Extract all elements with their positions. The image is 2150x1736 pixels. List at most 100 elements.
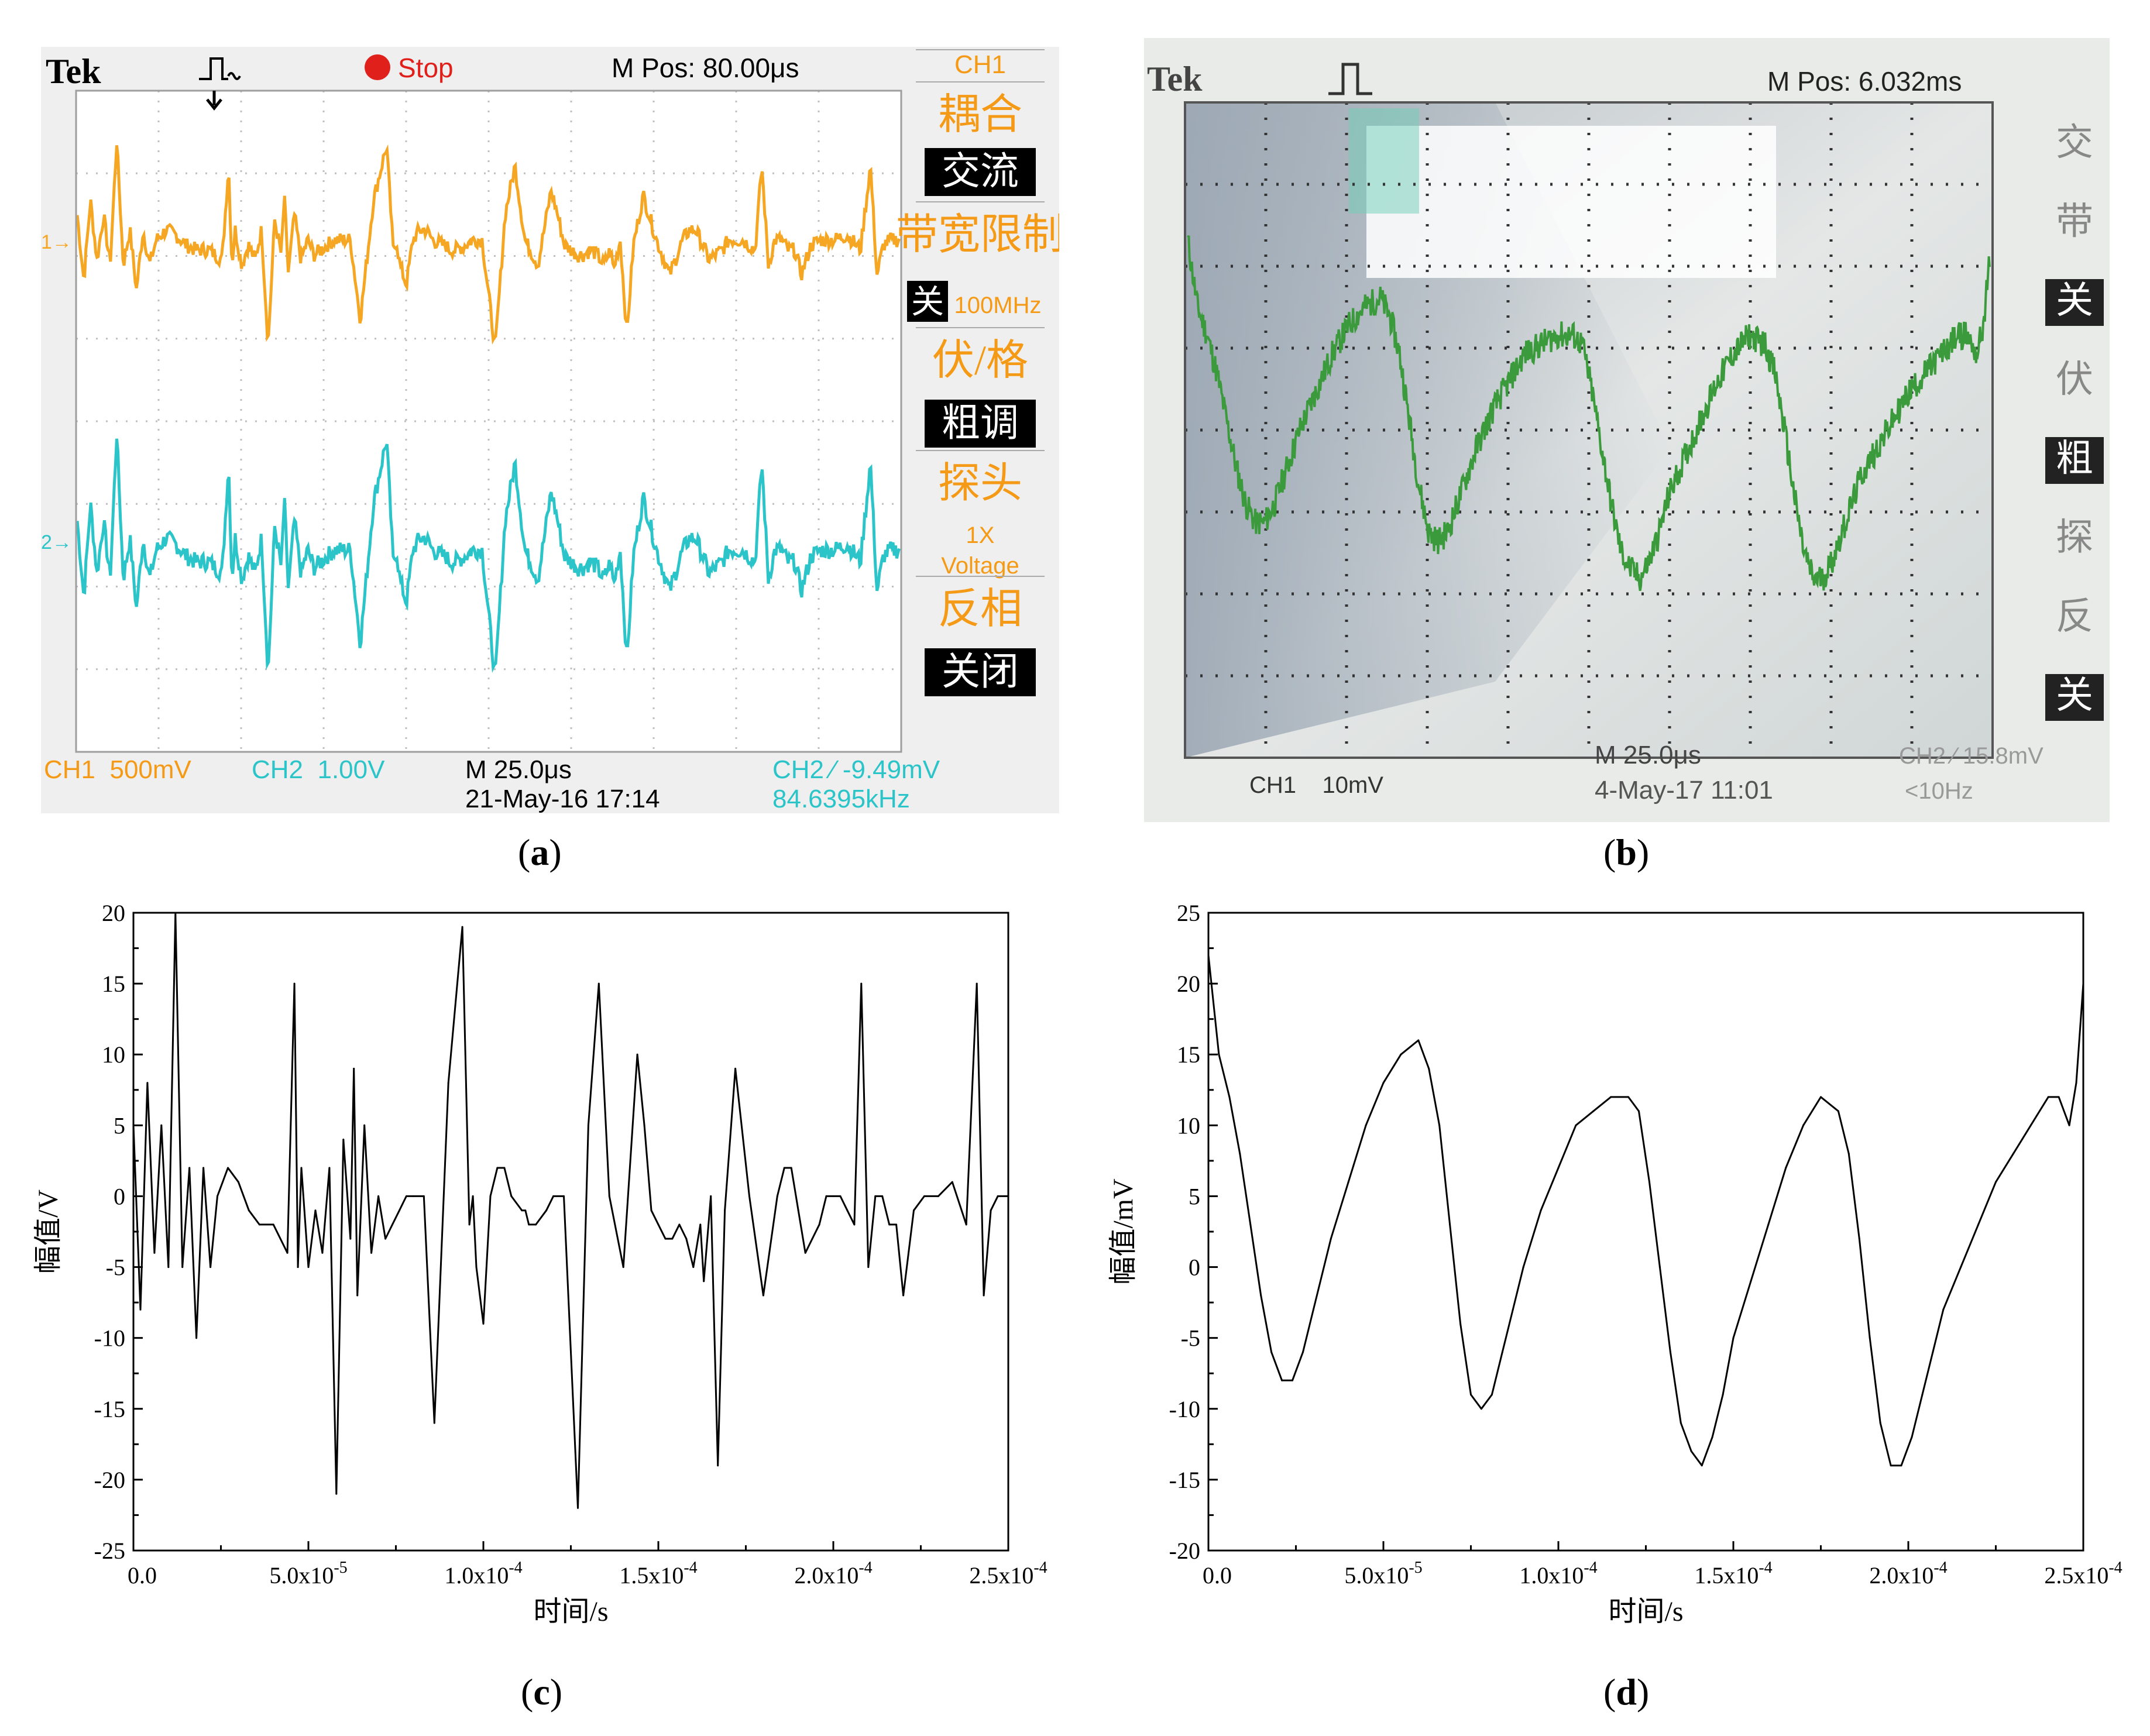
ch2-marker: 2→ [41, 531, 72, 554]
ch2-trace [75, 438, 901, 673]
data-point [703, 1280, 705, 1283]
x-tick-label: 0.0 [1203, 1562, 1232, 1589]
x-tick-mantissa: 2.0x10 [794, 1562, 858, 1589]
data-point [2058, 1096, 2060, 1098]
menu-highlight [925, 648, 1036, 696]
data-point [1921, 1394, 1924, 1396]
data-point [1858, 1237, 1860, 1240]
data-point [1690, 1450, 1692, 1452]
data-point [1512, 1308, 1514, 1311]
data-point [1522, 1266, 1524, 1269]
data-point [1557, 1167, 1560, 1169]
data-point [976, 982, 978, 985]
data-point [468, 1223, 470, 1226]
data-point [1292, 1379, 1293, 1381]
data-point [563, 1195, 565, 1197]
menu-item: 关 [2056, 675, 2093, 716]
data-point [1767, 1223, 1770, 1226]
x-tick-mantissa: 2.5x10 [969, 1562, 1033, 1589]
data-point [983, 1294, 985, 1297]
ch1-trace [75, 144, 901, 345]
data-point [1382, 1082, 1385, 1084]
data-point [937, 1195, 939, 1197]
data-point [1711, 1436, 1713, 1438]
data-point [692, 1266, 695, 1269]
data-point [1869, 1337, 1871, 1339]
footer-date: 21-May-16 17:14 [465, 785, 660, 813]
data-point [1680, 1422, 1682, 1424]
menu-item: CH1 [954, 50, 1006, 79]
menu-highlight [2045, 674, 2104, 721]
x-tick-mantissa: 1.5x10 [1694, 1562, 1759, 1589]
data-point [1480, 1408, 1482, 1410]
data-point [1722, 1394, 1724, 1396]
data-point [510, 1195, 513, 1197]
data-point [902, 1294, 905, 1297]
data-point [356, 1294, 359, 1297]
data-point [272, 1223, 274, 1226]
data-point [552, 1195, 555, 1197]
data-point [132, 1124, 135, 1126]
menu-item: Voltage [941, 553, 1019, 579]
chart-panel-d: 25 20 15 10 5 0 -5 -10 -15 -20 0.0 5.0x10-5 1.0x10-4… [1075, 889, 2150, 1673]
menu-item-value: 100MHz [954, 293, 1042, 318]
data-point [1785, 1167, 1787, 1169]
menu-item: 粗 [2056, 438, 2093, 479]
data-point [1802, 1124, 1805, 1126]
data-point [717, 1465, 719, 1467]
data-point [990, 1209, 992, 1212]
data-point [181, 1266, 184, 1269]
data-point [783, 1167, 785, 1169]
data-point [699, 1223, 702, 1226]
data-point [650, 1209, 652, 1212]
data-point [248, 1209, 250, 1212]
data-point [146, 1082, 149, 1084]
data-point [1610, 1096, 1612, 1098]
data-point [391, 1223, 393, 1226]
data-point [297, 1266, 299, 1269]
data-point [353, 1067, 355, 1070]
data-point [839, 1195, 842, 1197]
data-point [1347, 1181, 1349, 1183]
footer-time: M 25.0μs [465, 755, 572, 784]
menu-item: 交流 [942, 150, 1019, 193]
menu-item: 1X [966, 522, 995, 548]
menu-item: 探 [2056, 517, 2093, 558]
data-point [1837, 1110, 1839, 1112]
y-tick-label: 20 [102, 900, 125, 926]
data-point [1400, 1053, 1402, 1056]
data-point [881, 1195, 884, 1197]
data-point [1239, 1153, 1241, 1155]
data-point [853, 1223, 856, 1226]
data-point [1977, 1223, 1980, 1226]
data-point [1960, 1266, 1962, 1269]
footer-b-ch1: CH1 10mV [1249, 772, 1383, 798]
data-point [997, 1195, 999, 1197]
data-point [300, 1167, 303, 1169]
data-point [622, 1266, 624, 1269]
data-point [405, 1195, 407, 1197]
footer-b-time: M 25.0μs [1595, 741, 1701, 769]
data-point [227, 1167, 229, 1169]
data-point [412, 1195, 414, 1197]
footer-b-trigger: CH2 ∕ 15.8mV [1899, 743, 2043, 769]
data-point [664, 1237, 667, 1240]
data-point [678, 1223, 681, 1226]
y-axis-label: 幅值/mV [1108, 1178, 1139, 1285]
data-point [314, 1209, 317, 1212]
data-point [160, 1124, 163, 1126]
data-point [258, 1223, 260, 1226]
data-point [734, 1067, 737, 1070]
footer-b-date: 4-May-17 11:01 [1595, 776, 1773, 805]
series-line-0 [132, 912, 1008, 1509]
data-point [874, 1195, 877, 1197]
data-point [710, 1195, 712, 1197]
menu-item: 反相 [938, 586, 1022, 632]
data-point [860, 982, 863, 985]
data-point [482, 1322, 485, 1325]
data-point [1658, 1266, 1661, 1269]
ch1-marker: 1→ [41, 231, 72, 253]
menu-item: 带 [2056, 201, 2093, 242]
data-point [153, 1252, 156, 1254]
